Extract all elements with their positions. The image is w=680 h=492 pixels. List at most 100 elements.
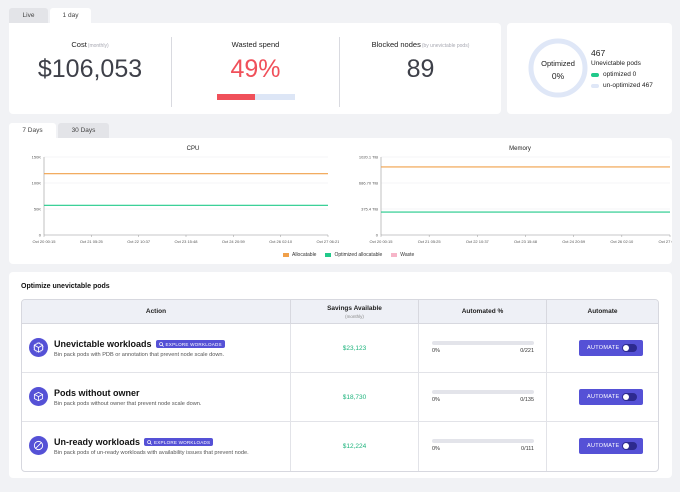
optimize-title: Optimize unevictable pods: [21, 283, 110, 290]
automate-toggle[interactable]: [622, 344, 637, 352]
action-title: Unevictable workloads EXPLORE WORKLOADS: [54, 339, 225, 349]
automated-count: 0/111: [521, 446, 534, 452]
divider: [339, 37, 340, 107]
not-ready-icon: [29, 436, 48, 455]
table-row: Unevictable workloads EXPLORE WORKLOADS …: [22, 324, 658, 373]
memory-x-tick-label: Oct 26 02:10: [610, 239, 634, 244]
savings-cell: $23,123: [291, 324, 419, 372]
automate-button[interactable]: AUTOMATE: [579, 389, 643, 405]
optimized-donut-chart: [528, 38, 588, 98]
optimized-swatch: [591, 72, 599, 77]
cube-icon: [29, 338, 48, 357]
savings-value: $23,123: [342, 345, 367, 352]
wasted-spend-bar-fill: [216, 94, 255, 100]
allocatable-swatch: [283, 253, 289, 257]
table-row: Pods without owner Bin pack pods without…: [22, 373, 658, 422]
cost-kpi: Cost(monthly) $106,053: [9, 23, 171, 114]
explore-workloads-button[interactable]: EXPLORE WORKLOADS: [155, 340, 225, 348]
chart-legend: Allocatable Optimized allocatable Waste: [274, 252, 414, 258]
action-description: Bin pack pods without owner that prevent…: [54, 401, 202, 407]
optimized-allocatable-swatch: [325, 253, 332, 257]
automate-toggle[interactable]: [622, 393, 637, 401]
blocked-nodes-value: 89: [406, 55, 435, 83]
donut-label: Optimized: [541, 59, 575, 68]
action-cell: Unevictable workloads EXPLORE WORKLOADS …: [22, 324, 291, 372]
unevictable-pods-card: Optimized 0% 467 Unevictable pods optimi…: [507, 23, 672, 114]
table-header: Action Savings Available (monthly) Automa…: [22, 300, 658, 324]
memory-x-tick-label: Oct 21 05:25: [418, 239, 442, 244]
cpu-x-tick-label: Oct 24 20:59: [222, 239, 246, 244]
legend-optimized: optimized 0: [591, 71, 636, 78]
memory-x-tick-label: Oct 23 15:48: [514, 239, 538, 244]
automated-progress-bar: [432, 390, 534, 394]
wasted-spend-bar-rest: [254, 94, 295, 100]
blocked-nodes-kpi: Blocked nodes(by unevictable pods) 89: [340, 23, 501, 114]
donut-value: 0%: [551, 71, 565, 81]
cpu-x-tick-label: Oct 20 00:15: [33, 239, 57, 244]
automated-percent: 0%: [432, 397, 440, 403]
memory-x-tick-label: Oct 20 00:15: [370, 239, 394, 244]
memory-y-tick-label: 0: [376, 233, 379, 238]
automate-button[interactable]: AUTOMATE: [579, 438, 643, 454]
pods-total: 467: [591, 48, 606, 58]
savings-cell: $12,224: [291, 422, 419, 471]
explore-workloads-button[interactable]: EXPLORE WORKLOADS: [144, 438, 214, 446]
memory-chart-title: Memory: [509, 146, 531, 152]
automated-percent: 0%: [432, 446, 440, 452]
tab-30-days[interactable]: 30 Days: [58, 123, 109, 138]
automate-toggle[interactable]: [622, 442, 637, 450]
savings-value: $18,730: [342, 394, 367, 401]
memory-x-tick-label: Oct 22 10:37: [466, 239, 490, 244]
resource-charts-card: CPU 150K 100K 50K 0 Oct 20 00:15 Oct 21 05:25…: [9, 138, 672, 264]
divider: [171, 37, 172, 107]
memory-y-tick-label: 686.70 TiB: [359, 181, 378, 186]
automated-cell: 0% 0/135: [419, 373, 547, 421]
cost-title: Cost(monthly): [71, 40, 109, 49]
header-action: Action: [22, 300, 291, 323]
range-tabs: 7 Days 30 Days: [9, 123, 111, 138]
box-icon: [29, 387, 48, 406]
tab-live[interactable]: Live: [9, 8, 48, 23]
blocked-nodes-title: Blocked nodes(by unevictable pods): [371, 40, 470, 49]
cpu-x-tick-label: Oct 26 02:10: [269, 239, 293, 244]
header-automate: Automate: [587, 308, 618, 315]
action-description: Bin pack pods of un-ready workloads with…: [54, 450, 249, 456]
automated-count: 0/135: [520, 397, 534, 403]
legend-unoptimized: un-optimized 467: [591, 82, 653, 89]
legend-waste: Waste: [400, 252, 415, 258]
cpu-y-tick-label: 0: [39, 233, 42, 238]
unoptimized-swatch: [591, 83, 599, 88]
savings-cell: $18,730: [291, 373, 419, 421]
cost-value: $106,053: [37, 55, 143, 83]
wasted-spend-title: Wasted spend: [231, 40, 280, 49]
action-cell: Un-ready workloads EXPLORE WORKLOADS Bin…: [22, 422, 291, 471]
automate-button[interactable]: AUTOMATE: [579, 340, 643, 356]
cpu-x-tick-label: Oct 27 06:21: [317, 239, 339, 244]
optimize-table: Action Savings Available (monthly) Automa…: [21, 299, 659, 472]
search-icon: [158, 341, 164, 347]
automated-cell: 0% 0/221: [419, 324, 547, 372]
tab-1-day[interactable]: 1 day: [50, 8, 91, 23]
header-automated: Automated %: [419, 300, 547, 323]
automate-cell: AUTOMATE: [547, 422, 658, 471]
automated-cell: 0% 0/111: [419, 422, 547, 471]
automate-cell: AUTOMATE: [547, 373, 658, 421]
legend-allocatable: Allocatable: [292, 252, 317, 258]
wasted-spend-kpi: Wasted spend 49%: [172, 23, 339, 114]
waste-swatch: [391, 253, 398, 257]
period-tabs: Live 1 day: [9, 8, 93, 23]
memory-x-tick-label: Oct 24 20:59: [562, 239, 586, 244]
search-icon: [147, 439, 152, 445]
memory-x-tick-label: Oct 27 06:21: [659, 239, 672, 244]
cpu-x-tick-label: Oct 22 10:37: [127, 239, 151, 244]
automated-progress-bar: [432, 439, 534, 443]
memory-y-tick-label: 375.4 TiB: [361, 207, 378, 212]
tab-7-days[interactable]: 7 Days: [9, 123, 56, 138]
legend-optimized-allocatable: Optimized allocatable: [334, 252, 383, 258]
kpi-card: Cost(monthly) $106,053 Wasted spend 49% …: [9, 23, 501, 114]
header-savings: Savings Available (monthly): [291, 300, 419, 323]
action-title: Pods without owner: [54, 388, 140, 398]
memory-y-tick-label: 1020.1 TiB: [359, 155, 378, 160]
